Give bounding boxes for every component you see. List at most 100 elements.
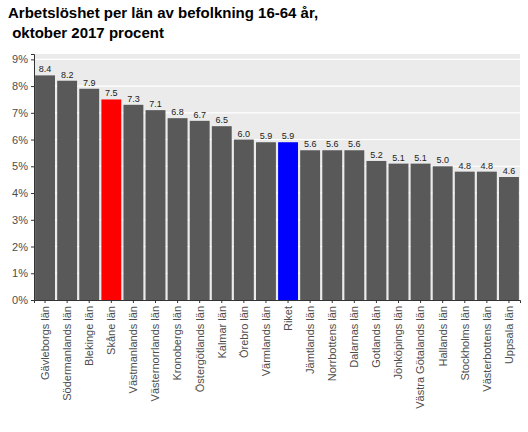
- title-line: Arbetslöshet per län av befolkning 16-64…: [8, 4, 318, 21]
- x-tick-mark: [486, 300, 487, 303]
- bar: [300, 150, 320, 300]
- x-tick-label: Gotlands län: [370, 306, 382, 368]
- y-tick-label: 5%: [12, 160, 28, 172]
- data-label: 7.5: [105, 88, 118, 98]
- bar: [278, 142, 298, 300]
- x-tick-mark: [420, 300, 421, 303]
- x-tick-mark: [177, 300, 178, 303]
- x-axis-line: [35, 301, 521, 304]
- y-tick-mark: [31, 86, 34, 87]
- x-tick: Gävleborgs län: [39, 300, 51, 380]
- x-tick: Västernorrlands län: [149, 300, 161, 401]
- data-label: 4.8: [481, 161, 494, 171]
- y-tick-label: 9%: [12, 53, 28, 65]
- x-tick: Östergötlands län: [194, 300, 206, 392]
- bar: [455, 172, 475, 300]
- data-label: 5.6: [304, 139, 317, 149]
- x-tick-label: Dalarnas län: [348, 306, 360, 368]
- grid-line: [34, 86, 520, 87]
- x-tick-label: Jämtlands län: [304, 306, 316, 374]
- x-tick: Skåne län: [105, 300, 117, 355]
- x-tick-mark: [221, 300, 222, 303]
- x-tick-mark: [133, 300, 134, 303]
- x-tick-mark: [310, 300, 311, 303]
- y-tick-mark: [31, 193, 34, 194]
- x-tick-label: Kalmar län: [216, 306, 228, 359]
- x-tick: Jämtlands län: [304, 300, 316, 374]
- x-tick-label: Västra Götalands län: [414, 306, 426, 409]
- y-tick: 0%: [12, 294, 34, 306]
- data-label: 5.1: [414, 153, 427, 163]
- data-label: 5.2: [370, 150, 383, 160]
- x-tick: Södermanlands län: [61, 300, 73, 401]
- bar: [499, 177, 519, 300]
- y-tick-label: 8%: [12, 80, 28, 92]
- x-tick-label: Blekinge län: [83, 306, 95, 366]
- bar: [256, 142, 276, 300]
- y-tick: 2%: [12, 241, 34, 253]
- y-tick-label: 3%: [12, 214, 28, 226]
- data-label: 5.9: [282, 131, 295, 141]
- y-axis-line: [31, 55, 35, 301]
- x-tick-mark: [376, 300, 377, 303]
- x-tick: Örebro län: [238, 300, 250, 358]
- x-tick-mark: [155, 300, 156, 303]
- bar: [389, 164, 409, 300]
- bar: [79, 89, 99, 300]
- bar: [35, 75, 55, 300]
- x-tick: Blekinge län: [83, 300, 95, 366]
- data-label: 5.1: [392, 153, 405, 163]
- x-tick-label: Örebro län: [238, 306, 250, 358]
- bar: [366, 161, 386, 300]
- x-tick-mark: [45, 300, 46, 303]
- bar: [477, 172, 497, 300]
- data-label: 5.6: [348, 139, 361, 149]
- x-tick-mark: [199, 300, 200, 303]
- y-tick: 5%: [12, 160, 34, 172]
- panel: [34, 54, 520, 300]
- x-tick: Stockholms län: [459, 300, 471, 381]
- data-label: 5.0: [436, 155, 449, 165]
- x-tick-label: Värmlands län: [260, 306, 272, 376]
- bar: [168, 118, 188, 300]
- x-tick-label: Jönköpings län: [392, 306, 404, 379]
- x-tick: Jönköpings län: [392, 300, 404, 379]
- x-tick-mark: [508, 300, 509, 303]
- plot: 8.48.27.97.57.37.16.86.76.56.05.95.95.65…: [12, 53, 520, 408]
- x-tick-mark: [354, 300, 355, 303]
- x-axis: Gävleborgs län Södermanlands län Blekinge …: [35, 300, 521, 409]
- data-label: 7.3: [127, 94, 140, 104]
- y-tick-label: 1%: [12, 267, 28, 279]
- data-label: 8.4: [39, 64, 52, 74]
- y-tick-label: 0%: [12, 294, 28, 306]
- x-tick-label: Riket: [282, 306, 294, 331]
- y-tick: 4%: [12, 187, 34, 199]
- x-tick-mark: [243, 300, 244, 303]
- y-tick-mark: [31, 220, 34, 221]
- x-tick-mark: [89, 300, 90, 303]
- x-tick-label: Uppsala län: [503, 306, 515, 364]
- x-tick: Dalarnas län: [348, 300, 360, 368]
- y-tick: 8%: [12, 80, 34, 92]
- y-tick-label: 4%: [12, 187, 28, 199]
- data-label: 8.2: [61, 70, 74, 80]
- y-tick-mark: [31, 166, 34, 167]
- x-tick-label: Västmanlands län: [127, 306, 139, 393]
- data-label: 6.8: [171, 107, 184, 117]
- x-tick-mark: [332, 300, 333, 303]
- y-tick: 6%: [12, 134, 34, 146]
- bars: [35, 75, 519, 300]
- y-tick-mark: [31, 140, 34, 141]
- x-tick: Västerbottens län: [481, 300, 493, 392]
- y-tick: 1%: [12, 267, 34, 279]
- y-tick-mark: [31, 247, 34, 248]
- x-tick: Uppsala län: [503, 300, 515, 364]
- y-tick: 7%: [12, 107, 34, 119]
- data-label: 6.7: [193, 110, 206, 120]
- grid-line: [34, 59, 520, 60]
- x-tick-label: Södermanlands län: [61, 306, 73, 401]
- bar: [322, 150, 342, 300]
- x-tick: Gotlands län: [370, 300, 382, 368]
- bar: [101, 99, 121, 300]
- bar: [146, 110, 166, 300]
